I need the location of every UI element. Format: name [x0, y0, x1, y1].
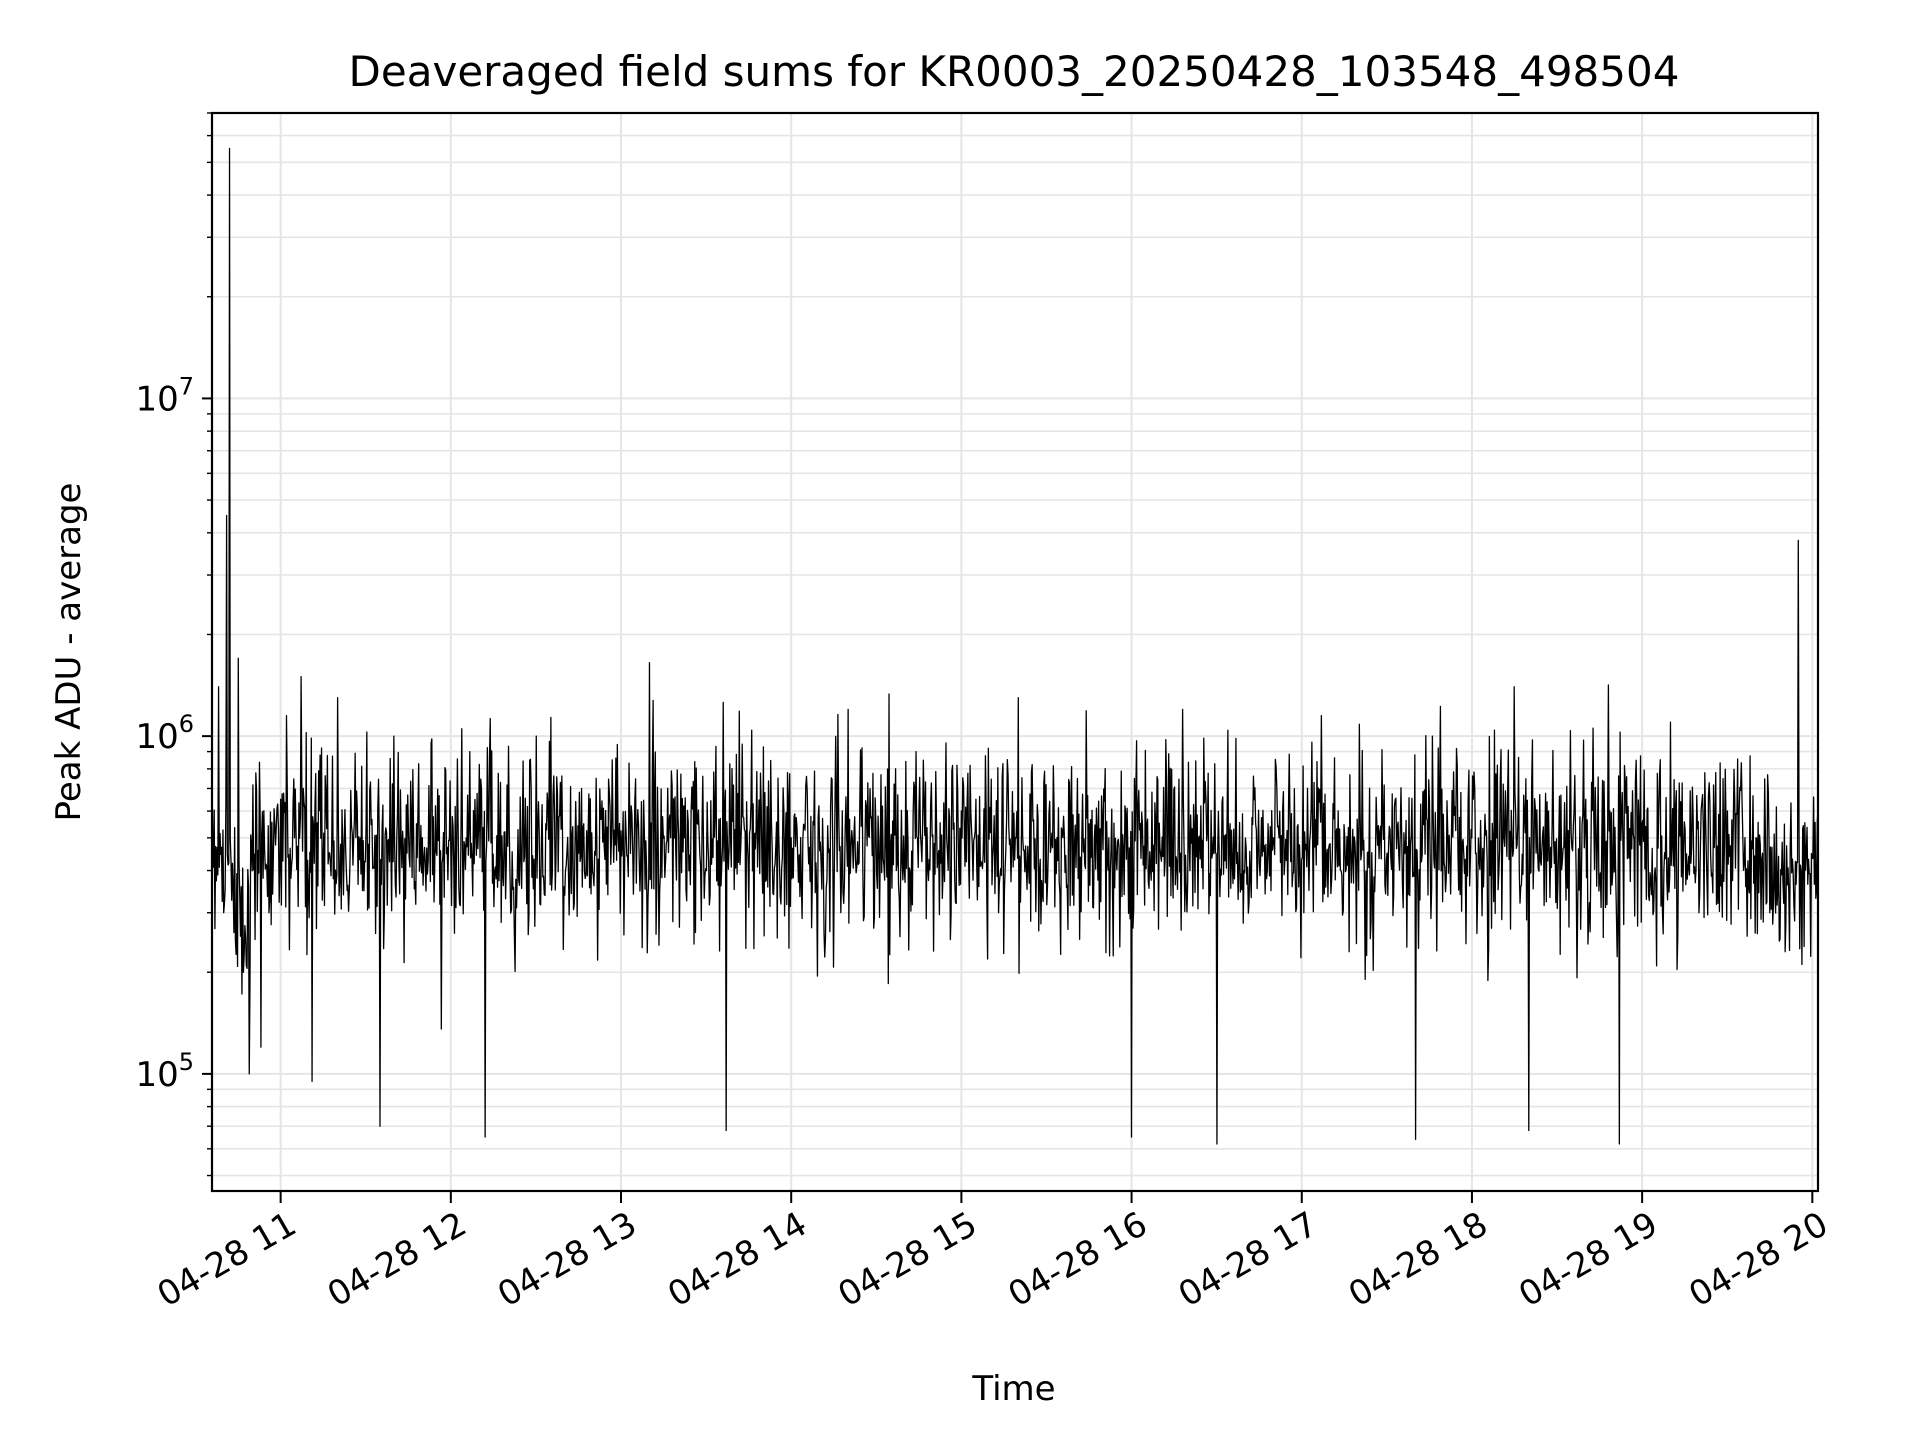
- plot-frame: [210, 111, 1820, 1193]
- data-point: [705, 870, 707, 872]
- data-point: [961, 810, 963, 812]
- data-point: [649, 662, 651, 664]
- data-point: [725, 1130, 727, 1132]
- chart-title: Deaveraged field sums for KR0003_2025042…: [349, 47, 1680, 96]
- data-point: [904, 870, 906, 872]
- data-point: [243, 971, 245, 973]
- data-point: [294, 837, 296, 839]
- data-point: [1806, 852, 1808, 854]
- data-point: [790, 837, 792, 839]
- data-point: [1321, 715, 1323, 717]
- data-point: [232, 863, 234, 865]
- data-point: [280, 799, 282, 801]
- series-layer: [211, 147, 1819, 1145]
- data-point: [1528, 1130, 1530, 1132]
- data-point: [484, 1136, 486, 1138]
- data-point: [249, 1073, 251, 1075]
- data-point: [1641, 823, 1643, 825]
- data-point: [337, 697, 339, 699]
- data-point: [217, 686, 219, 688]
- data-point: [286, 715, 288, 717]
- data-point: [629, 810, 631, 812]
- data-point: [379, 1125, 381, 1127]
- y-tick-label: 105: [135, 1048, 194, 1095]
- data-point: [237, 658, 239, 660]
- series-line: [211, 147, 1819, 1145]
- data-point: [393, 735, 395, 737]
- data-point: [356, 810, 358, 812]
- data-point: [1414, 1139, 1416, 1141]
- data-point: [578, 852, 580, 854]
- data-point: [234, 939, 236, 941]
- data-point: [260, 1046, 262, 1048]
- data-point: [1755, 837, 1757, 839]
- data-point: [322, 870, 324, 872]
- data-point: [1431, 735, 1433, 737]
- y-tick-label: 106: [135, 710, 194, 757]
- data-point: [303, 788, 305, 790]
- data-point: [254, 939, 256, 941]
- data-point: [229, 148, 231, 150]
- data-point: [1273, 837, 1275, 839]
- data-point: [1131, 1136, 1133, 1138]
- data-point: [1698, 912, 1700, 914]
- data-point: [422, 837, 424, 839]
- data-point: [311, 1081, 313, 1083]
- data-point: [1726, 810, 1728, 812]
- data-point: [847, 709, 849, 711]
- data-point: [268, 912, 270, 914]
- data-point: [1670, 721, 1672, 723]
- data-point: [1216, 1143, 1218, 1145]
- data-point: [1074, 843, 1076, 845]
- data-point: [1769, 912, 1771, 914]
- data-point: [535, 735, 537, 737]
- y-tick-label: 107: [135, 372, 194, 419]
- data-point: [1182, 709, 1184, 711]
- data-point: [1619, 1143, 1621, 1145]
- data-point: [1514, 686, 1516, 688]
- data-point: [1471, 837, 1473, 839]
- y-axis-label: Peak ADU - average: [49, 483, 89, 822]
- data-point: [1783, 902, 1785, 904]
- x-axis-label: Time: [971, 1369, 1055, 1409]
- data-point: [1797, 540, 1799, 542]
- data-point: [1017, 697, 1019, 699]
- data-point: [1358, 889, 1360, 891]
- data-point: [1585, 799, 1587, 801]
- data-point: [274, 823, 276, 825]
- data-point: [223, 912, 225, 914]
- data-point: [226, 515, 228, 517]
